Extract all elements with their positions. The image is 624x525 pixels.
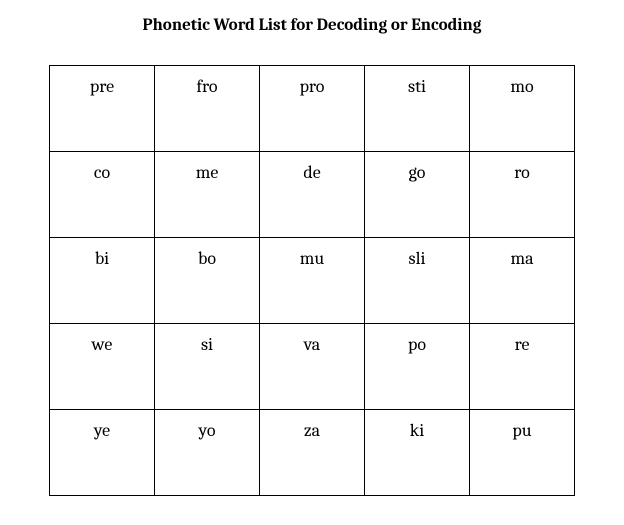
grid-cell: we xyxy=(50,324,155,410)
grid-cell: pro xyxy=(260,66,365,152)
grid-cell: de xyxy=(260,152,365,238)
grid-cell: za xyxy=(260,410,365,496)
grid-cell: pu xyxy=(470,410,575,496)
grid-cell: si xyxy=(155,324,260,410)
grid-cell: ma xyxy=(470,238,575,324)
grid-cell: fro xyxy=(155,66,260,152)
grid-cell: bi xyxy=(50,238,155,324)
grid-cell: re xyxy=(470,324,575,410)
grid-cell: sli xyxy=(365,238,470,324)
table-row: we si va po re xyxy=(50,324,575,410)
grid-cell: co xyxy=(50,152,155,238)
grid-cell: me xyxy=(155,152,260,238)
phonetic-grid: pre fro pro sti mo co me de go ro bi bo … xyxy=(49,65,575,496)
grid-cell: po xyxy=(365,324,470,410)
page-title: Phonetic Word List for Decoding or Encod… xyxy=(0,16,624,35)
grid-cell: va xyxy=(260,324,365,410)
grid-cell: go xyxy=(365,152,470,238)
table-row: ye yo za ki pu xyxy=(50,410,575,496)
grid-cell: sti xyxy=(365,66,470,152)
grid-cell: ro xyxy=(470,152,575,238)
grid-cell: yo xyxy=(155,410,260,496)
grid-cell: ye xyxy=(50,410,155,496)
grid-cell: bo xyxy=(155,238,260,324)
table-row: pre fro pro sti mo xyxy=(50,66,575,152)
grid-cell: pre xyxy=(50,66,155,152)
table-row: bi bo mu sli ma xyxy=(50,238,575,324)
grid-cell: mu xyxy=(260,238,365,324)
table-row: co me de go ro xyxy=(50,152,575,238)
grid-cell: ki xyxy=(365,410,470,496)
grid-cell: mo xyxy=(470,66,575,152)
